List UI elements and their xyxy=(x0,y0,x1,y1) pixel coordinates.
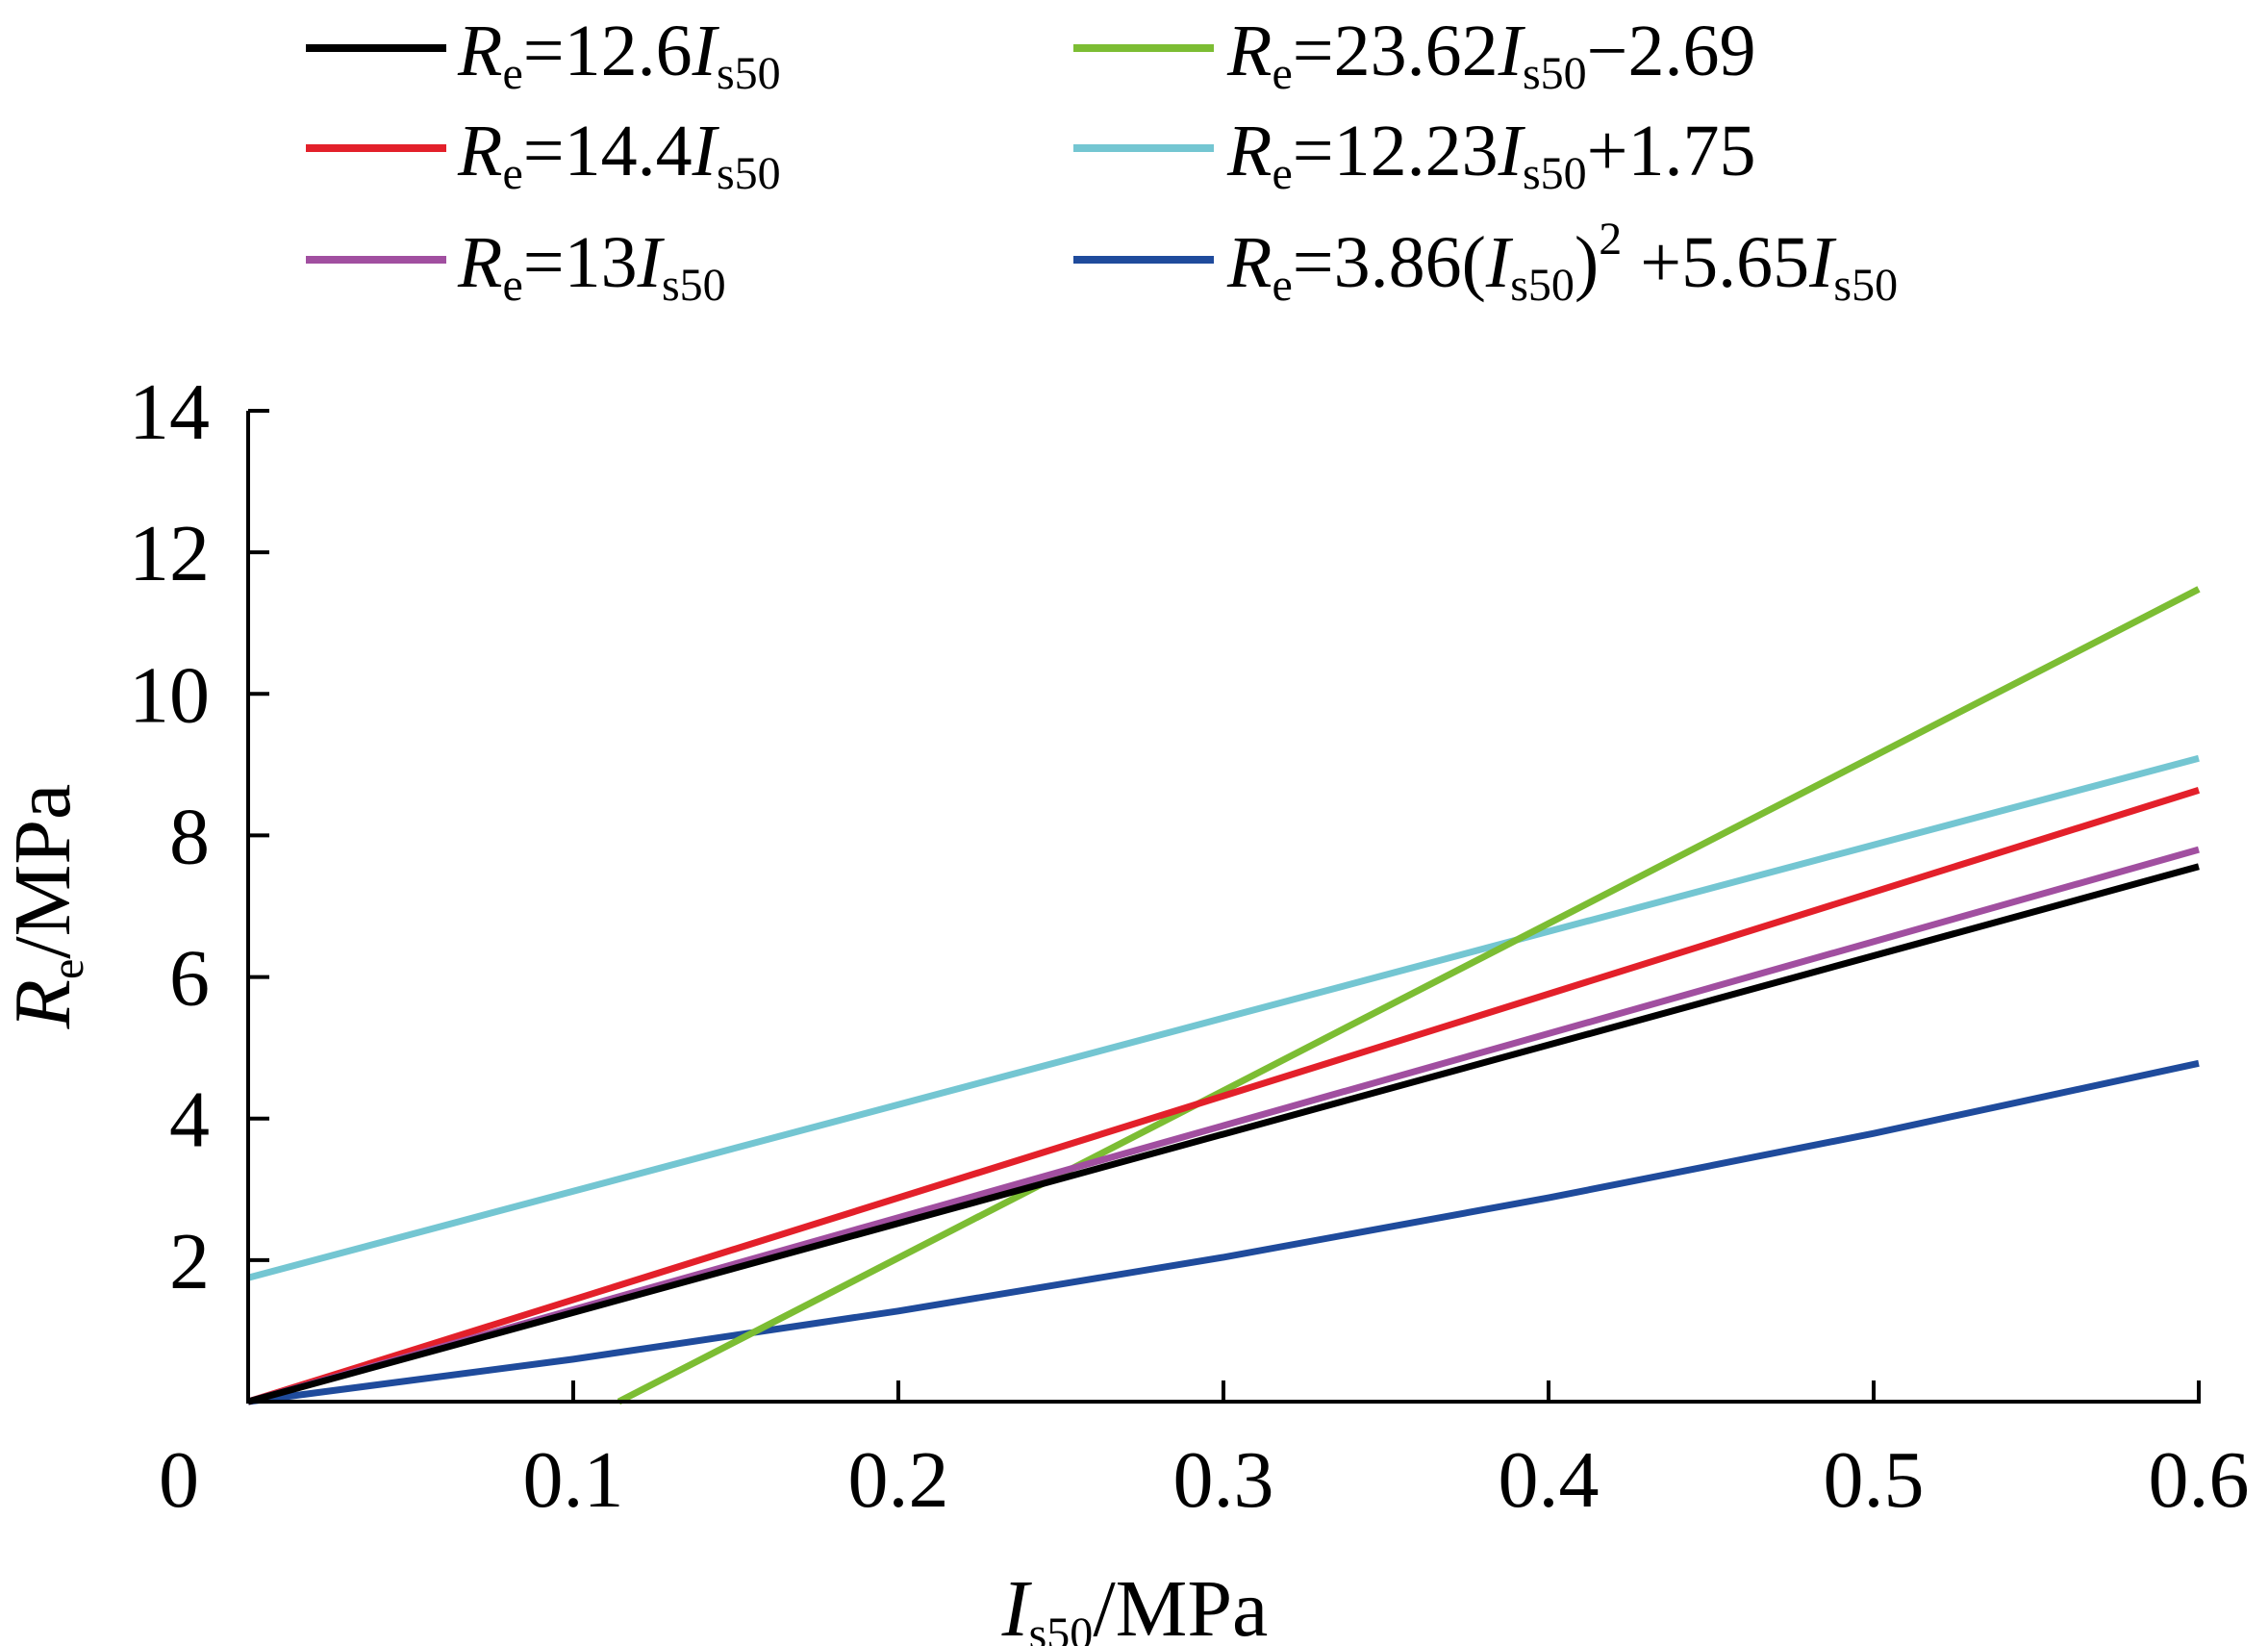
legend-label: Re=12.6Is50 xyxy=(457,11,781,99)
x-axis-title: Is50/MPa xyxy=(1001,1564,1269,1646)
x-tick-label: 0.5 xyxy=(1824,1435,1925,1525)
legend-item: Re=14.4Is50 xyxy=(306,111,781,199)
legend-item: Re=3.86(Is50)2 +5.65Is50 xyxy=(1073,214,1898,311)
x-ticks: 0 0.1 0.2 0.3 0.4 0.5 0.6 xyxy=(159,1380,2250,1525)
x-tick-label: 0.3 xyxy=(1173,1435,1274,1525)
y-tick-label: 6 xyxy=(169,934,210,1024)
y-tick-label: 8 xyxy=(169,792,210,881)
x-tick-label: 0.6 xyxy=(2149,1435,2250,1525)
legend-item: Re=13Is50 xyxy=(306,222,726,311)
series-layer xyxy=(246,586,2201,1405)
y-tick-label: 10 xyxy=(129,650,210,740)
y-tick-label: 4 xyxy=(169,1076,210,1165)
legend-item: Re=12.23Is50+1.75 xyxy=(1073,111,1756,199)
y-tick-label: 2 xyxy=(169,1217,210,1306)
legend-label: Re=3.86(Is50)2 +5.65Is50 xyxy=(1226,214,1898,311)
legend-label: Re=12.23Is50+1.75 xyxy=(1226,111,1756,199)
x-tick-label: 0.4 xyxy=(1499,1435,1600,1525)
axes xyxy=(246,411,2201,1404)
legend: Re=12.6Is50 Re=14.4Is50 Re=13Is50 Re=23.62I… xyxy=(306,11,1898,311)
legend-label: Re=23.62Is50−2.69 xyxy=(1226,11,1756,99)
y-tick-label: 14 xyxy=(129,367,210,457)
y-ticks: 2 4 6 8 10 12 14 xyxy=(129,367,269,1306)
x-tick-label: 0.2 xyxy=(848,1435,949,1525)
legend-item: Re=12.6Is50 xyxy=(306,11,781,99)
y-axis-title: Re/MPa xyxy=(0,784,93,1030)
series-line xyxy=(247,1059,2200,1405)
series-line xyxy=(246,787,2201,1405)
x-tick-label: 0 xyxy=(159,1435,199,1525)
x-tick-label: 0.1 xyxy=(523,1435,624,1525)
y-tick-label: 12 xyxy=(129,509,210,598)
series-line xyxy=(247,754,2200,1281)
legend-label: Re=14.4Is50 xyxy=(457,111,781,199)
legend-item: Re=23.62Is50−2.69 xyxy=(1073,11,1756,99)
legend-label: Re=13Is50 xyxy=(457,222,726,311)
series-line xyxy=(247,863,2200,1405)
series-line xyxy=(617,586,2201,1405)
